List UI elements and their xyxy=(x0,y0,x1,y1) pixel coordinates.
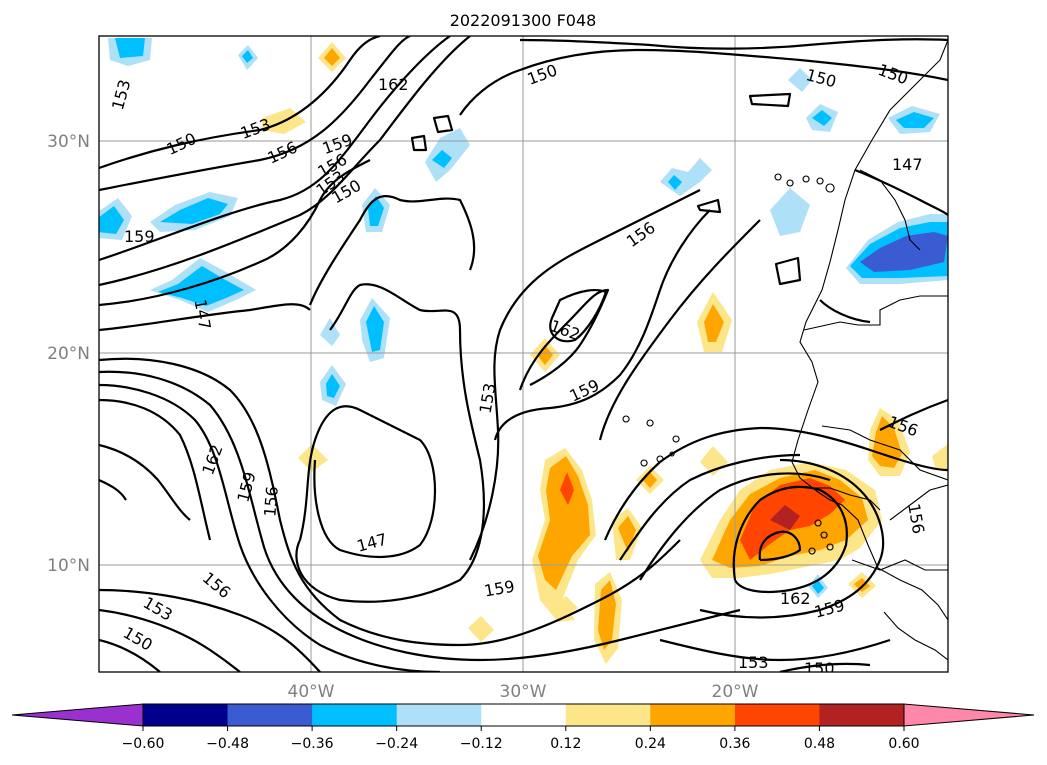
positive-anomaly-shading xyxy=(262,42,948,664)
colorbar-extend-max xyxy=(903,703,1035,727)
colorbar-extend-min xyxy=(11,703,144,727)
colorbar-segment xyxy=(312,704,398,726)
colorbar-segment xyxy=(734,704,820,726)
contour-label: 162 xyxy=(378,75,409,94)
colorbar-segment xyxy=(396,704,482,726)
latitude-labels: 30°N 20°N 10°N xyxy=(47,132,90,576)
negative-anomaly-shading xyxy=(99,38,948,598)
lon-label: 20°W xyxy=(712,682,759,702)
colorbar-segment xyxy=(227,704,313,726)
colorbar-segment xyxy=(565,704,651,726)
map-frame xyxy=(98,35,949,673)
contour-label: 147 xyxy=(892,155,923,174)
colorbar-tick-label: −0.60 xyxy=(122,736,165,752)
colorbar-frame xyxy=(142,703,905,727)
lat-label: 10°N xyxy=(47,556,90,576)
colorbar-tick-label: 0.12 xyxy=(550,736,581,752)
map-panel: 153 150 162 153 156 159 156 153 150 159 … xyxy=(98,35,949,678)
lon-label: 40°W xyxy=(288,682,335,702)
lat-label: 30°N xyxy=(47,132,90,152)
graticule xyxy=(99,36,948,672)
colorbar-ticks: −0.60 −0.48 −0.36 −0.24 −0.12 0.12 0.24 0.36 0.4… xyxy=(122,726,920,752)
colorbar-tick-label: −0.36 xyxy=(291,736,334,752)
colorbar-tick-label: 0.60 xyxy=(888,736,919,752)
colorbar-tick-label: −0.48 xyxy=(206,736,249,752)
colorbar-tick-label: 0.36 xyxy=(719,736,750,752)
colorbar-segment xyxy=(819,704,905,726)
longitude-labels: 40°W 30°W 20°W xyxy=(288,682,759,702)
lat-label: 20°N xyxy=(47,344,90,364)
colorbar-segment xyxy=(481,704,567,726)
contour-label: 156 xyxy=(260,485,282,517)
contour-label: 150 xyxy=(804,659,835,678)
colorbar-segment xyxy=(650,704,736,726)
colorbar-tick-label: 0.48 xyxy=(804,736,835,752)
colorbar: −0.60 −0.48 −0.36 −0.24 −0.12 0.12 0.24 0.36 0.4… xyxy=(11,703,1035,752)
colorbar-tick-label: 0.24 xyxy=(635,736,666,752)
map-title: 2022091300 F048 xyxy=(450,11,597,30)
height-contours xyxy=(99,36,948,672)
colorbar-segments xyxy=(11,703,1035,727)
lon-label: 30°W xyxy=(500,682,547,702)
colorbar-tick-label: −0.24 xyxy=(375,736,418,752)
contour-label: 162 xyxy=(780,589,811,608)
contour-label: 159 xyxy=(124,227,155,246)
colorbar-segment xyxy=(143,704,229,726)
colorbar-tick-label: −0.12 xyxy=(460,736,503,752)
contour-label: 153 xyxy=(738,653,769,672)
